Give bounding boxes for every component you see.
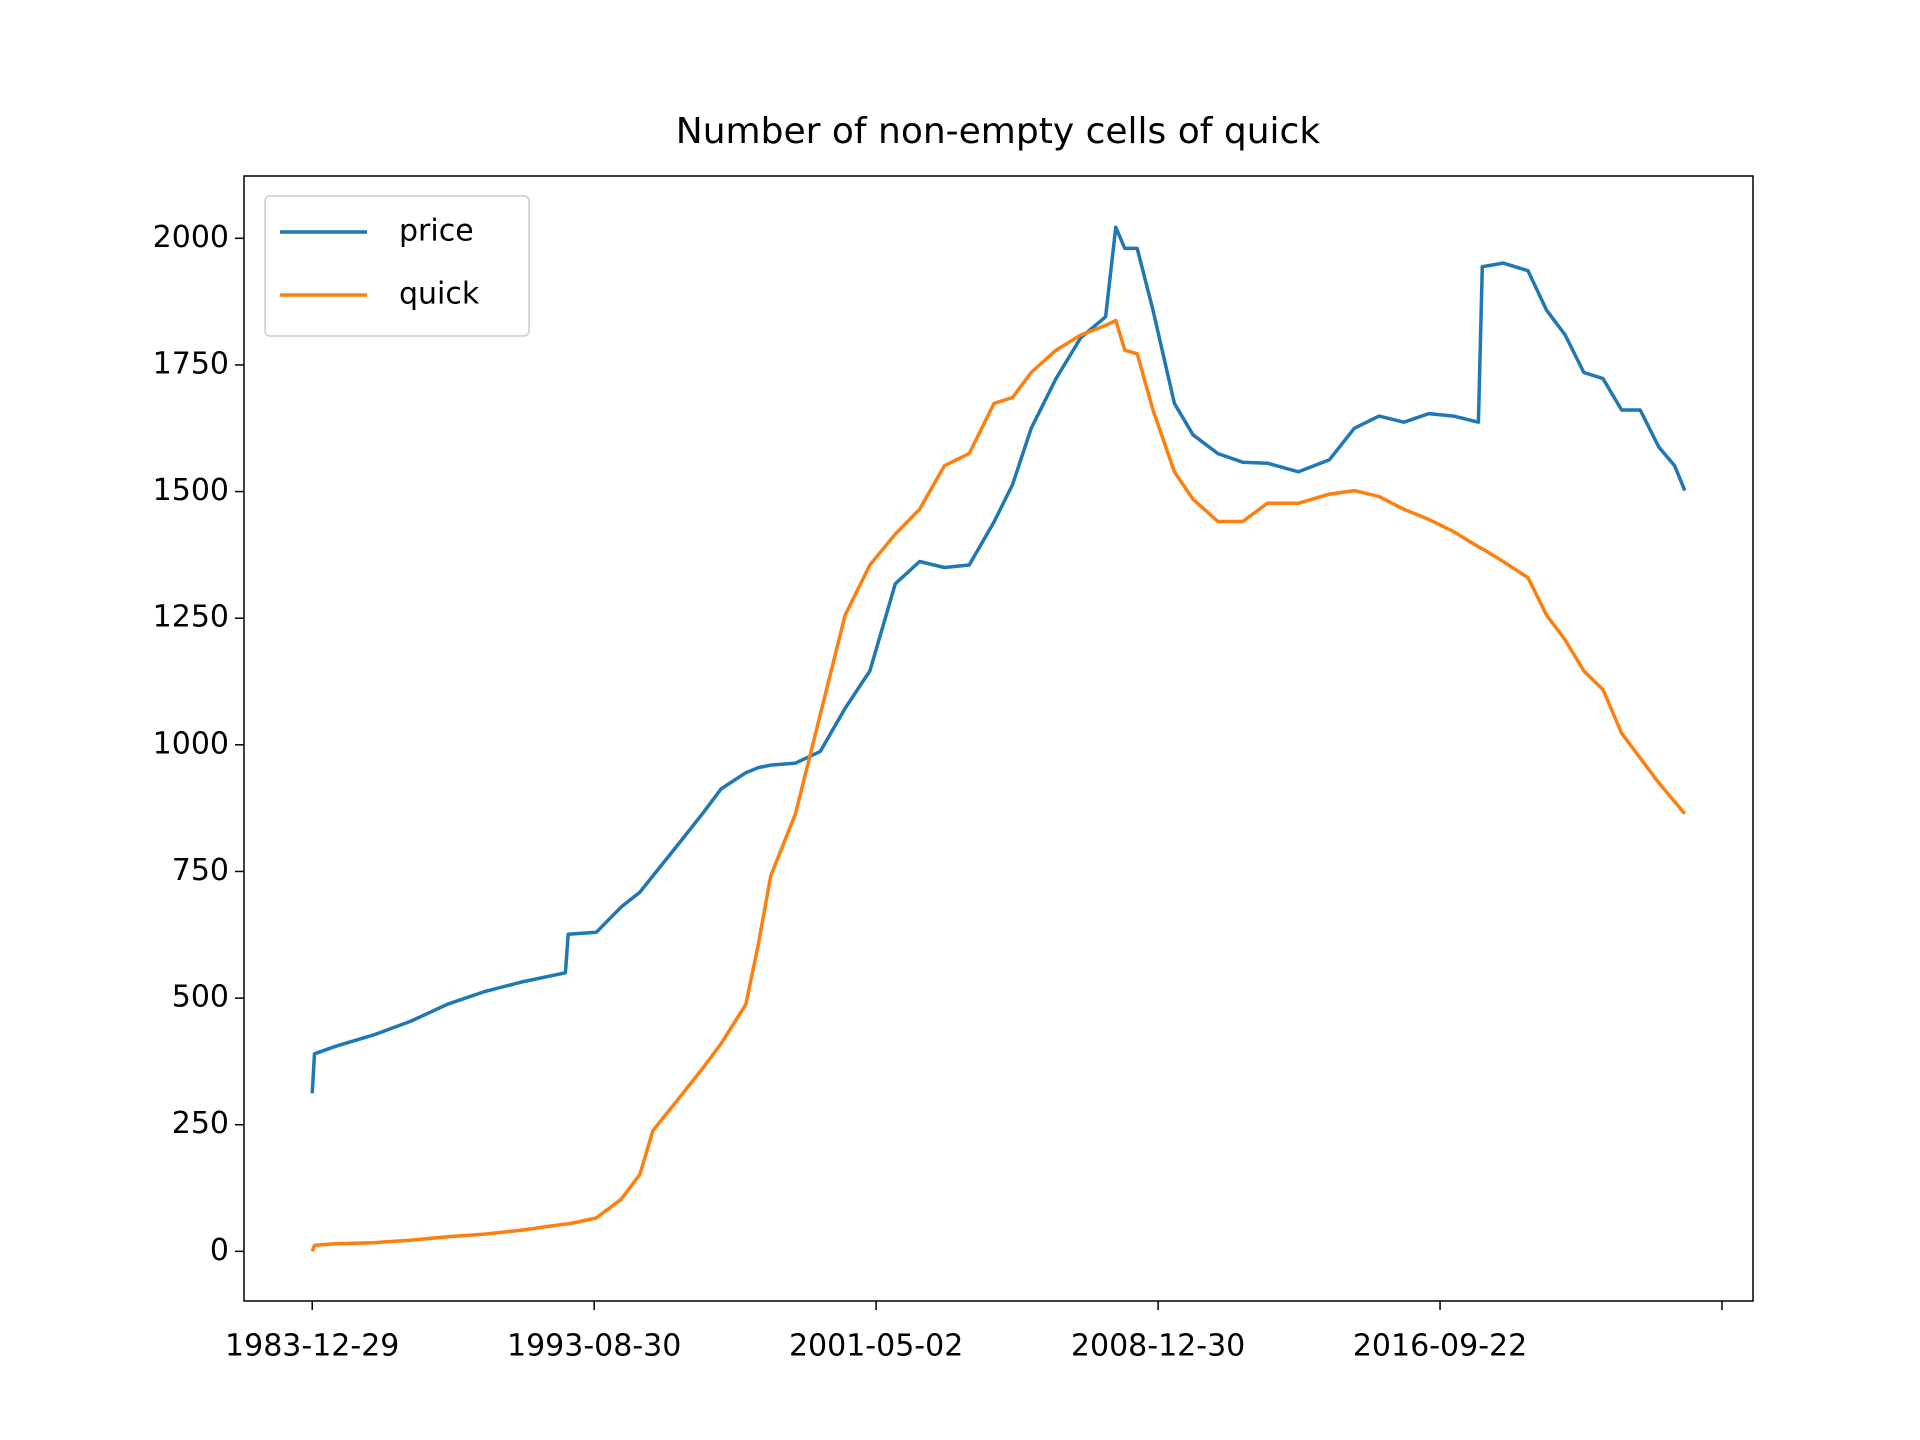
x-tick-label: 2008-12-30 <box>1071 1329 1245 1364</box>
y-tick-label: 750 <box>172 853 229 888</box>
x-tick-label: 1983-12-29 <box>225 1329 399 1364</box>
legend-label: price <box>399 214 474 249</box>
y-tick-label: 250 <box>172 1106 229 1141</box>
legend-box <box>264 195 530 337</box>
x-tick-label: 2016-09-22 <box>1353 1329 1527 1364</box>
y-tick-label: 2000 <box>153 220 229 255</box>
series-line <box>310 225 1687 1094</box>
series-line <box>310 318 1687 1253</box>
plot-frame <box>243 175 1754 1302</box>
y-tick-label: 0 <box>210 1233 229 1268</box>
y-tick-label: 1250 <box>153 600 229 635</box>
y-tick-label: 1750 <box>153 346 229 381</box>
legend-label: quick <box>399 277 480 312</box>
x-tick-label: 2001-05-02 <box>789 1329 963 1364</box>
y-tick-label: 1000 <box>153 726 229 761</box>
chart-title: Number of non-empty cells of quick <box>676 111 1321 152</box>
x-tick-label: 1993-08-30 <box>507 1329 681 1364</box>
y-tick-label: 1500 <box>153 473 229 508</box>
y-tick-label: 500 <box>172 980 229 1015</box>
